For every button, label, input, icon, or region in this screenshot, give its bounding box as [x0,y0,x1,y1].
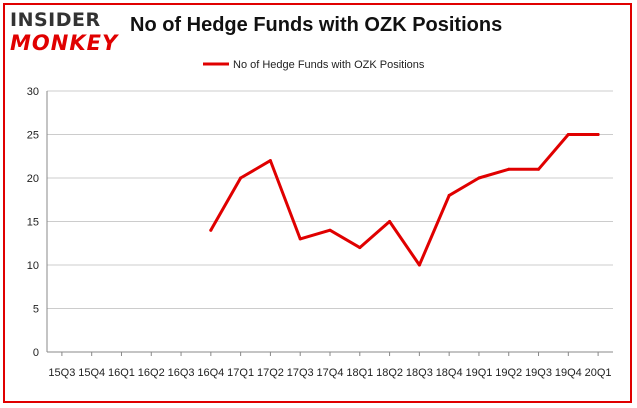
x-tick-label: 19Q2 [495,367,522,379]
logo-bottom-text: MONKEY [10,31,119,55]
logo-top-text: INSIDER [10,9,101,31]
x-tick-label: 18Q3 [406,367,433,379]
data-point [507,167,511,171]
x-tick-label: 16Q3 [168,367,195,379]
data-point [417,263,421,267]
x-tick-label: 15Q3 [48,367,75,379]
chart-title: No of Hedge Funds with OZK Positions [130,14,503,36]
insider-monkey-logo: INSIDER MONKEY [10,9,118,57]
x-tick-label: 16Q1 [108,367,135,379]
data-point [596,133,600,136]
y-tick-label: 20 [27,173,39,185]
x-tick-label: 17Q4 [317,367,344,379]
y-tick-label: 10 [27,260,39,272]
data-point [447,193,451,197]
x-tick-label: 18Q2 [376,367,403,379]
y-tick-label: 0 [33,347,39,359]
data-point [388,220,392,223]
x-tick-label: 20Q1 [585,367,612,379]
data-point [358,246,362,250]
x-tick-label: 19Q1 [465,367,492,379]
data-point [537,167,541,171]
series-line [209,133,600,267]
data-point [268,159,272,163]
x-tick-label: 17Q1 [227,367,254,379]
x-tick-label: 18Q4 [436,367,463,379]
x-tick-label: 16Q2 [138,367,165,379]
y-tick-label: 5 [33,304,39,316]
legend-label: No of Hedge Funds with OZK Positions [233,59,425,71]
x-tick-label: 16Q4 [197,367,224,379]
x-tick-label: 17Q2 [257,367,284,379]
y-tick-label: 30 [27,86,39,98]
data-point [209,228,213,232]
x-tick-label: 17Q3 [287,367,314,379]
x-tick-label: 18Q1 [346,367,373,379]
y-tick-label: 25 [27,130,39,142]
x-tick-label: 19Q3 [525,367,552,379]
data-point [566,133,570,136]
chart-border [3,3,632,403]
data-point [477,176,481,180]
x-tick-label: 15Q4 [78,367,105,379]
x-tick-label: 19Q4 [555,367,582,379]
data-point [239,176,243,180]
y-tick-label: 15 [27,217,39,229]
data-point [298,237,302,241]
data-point [328,228,332,232]
